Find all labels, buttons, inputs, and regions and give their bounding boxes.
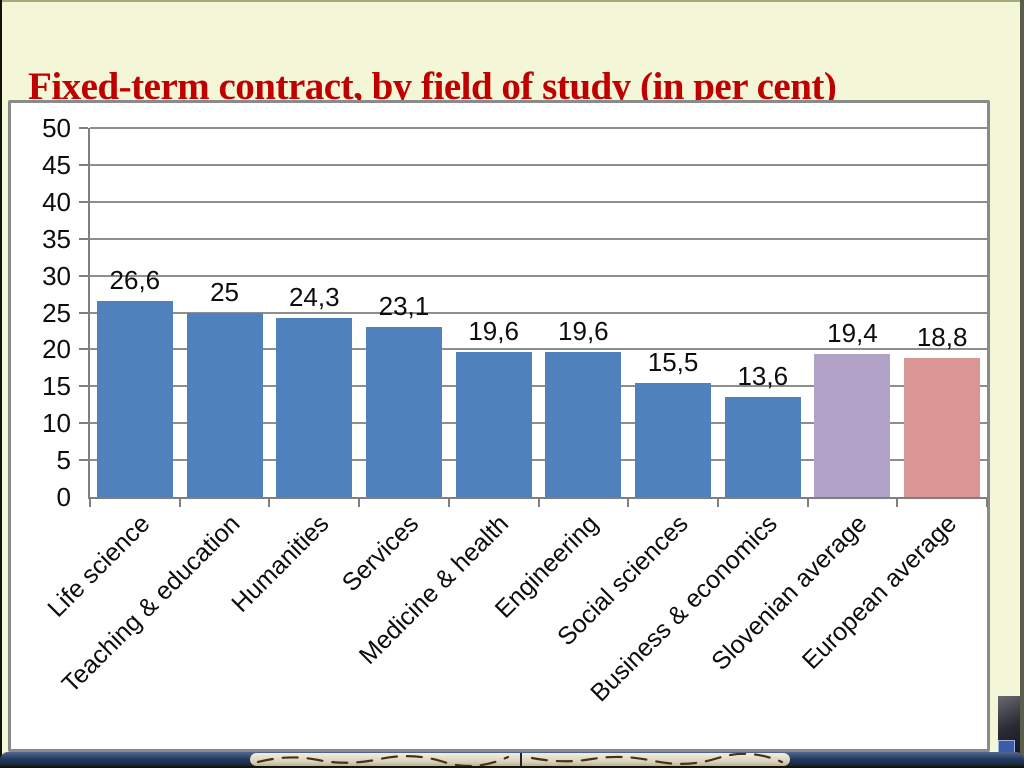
gridline bbox=[90, 274, 987, 277]
y-axis-tick-label: 45 bbox=[42, 149, 71, 180]
y-axis-tick bbox=[79, 311, 88, 314]
gridline bbox=[90, 163, 987, 166]
bar-chart-panel: 0 5 10 15 20 25 30 35 40 45 50 26,6 25 24,3 23,1 19,6 1… bbox=[8, 100, 990, 752]
y-axis-labels: 0 5 10 15 20 25 30 35 40 45 50 bbox=[15, 115, 71, 510]
bar-value-label: 18,8 bbox=[916, 322, 968, 353]
bar bbox=[904, 358, 981, 497]
template-ornament-band bbox=[250, 753, 790, 766]
bar-value-label: 23,1 bbox=[378, 290, 430, 321]
x-axis-category-label: European average bbox=[797, 509, 963, 675]
x-axis-tick bbox=[447, 499, 450, 507]
bar bbox=[365, 326, 442, 497]
x-axis-tick bbox=[896, 499, 899, 507]
template-bottom-bar bbox=[0, 752, 1024, 768]
y-axis-tick bbox=[79, 127, 88, 129]
bar-value-label: 15,5 bbox=[647, 346, 699, 377]
y-axis-tick-label: 30 bbox=[42, 260, 71, 291]
bar-value-label: 25 bbox=[210, 276, 240, 307]
ornament-swirl-icon bbox=[530, 753, 784, 765]
x-axis-tick bbox=[268, 499, 271, 507]
x-axis-tick bbox=[537, 499, 540, 507]
gridline bbox=[90, 422, 987, 425]
y-axis-tick bbox=[79, 422, 88, 425]
y-axis-tick-label: 15 bbox=[42, 371, 71, 402]
x-axis-category-label: Slovenian average bbox=[706, 509, 873, 676]
bar-value-label: 19,6 bbox=[468, 316, 519, 347]
y-axis-tick bbox=[79, 200, 88, 203]
y-axis-tick bbox=[79, 274, 88, 277]
bar bbox=[545, 352, 622, 497]
bar bbox=[186, 312, 263, 497]
bar-value-label: 26,6 bbox=[109, 264, 161, 295]
ornament-divider bbox=[520, 753, 522, 766]
bar bbox=[814, 353, 891, 497]
x-axis-tick bbox=[89, 499, 91, 507]
bar bbox=[635, 382, 712, 497]
y-axis-tick bbox=[79, 385, 88, 388]
bar-value-label: 24,3 bbox=[288, 281, 340, 312]
x-axis-tick bbox=[986, 499, 988, 507]
bar bbox=[724, 396, 801, 497]
y-axis-tick bbox=[79, 348, 88, 351]
y-axis-tick-label: 25 bbox=[42, 297, 71, 328]
slide-left-edge bbox=[0, 0, 2, 768]
slide-right-edge bbox=[1020, 0, 1024, 768]
template-bottom-line bbox=[0, 766, 1024, 768]
y-axis-tick-label: 40 bbox=[42, 186, 71, 217]
x-axis-labels: Life science Teaching & education Humaniti… bbox=[42, 509, 985, 746]
y-axis-tick-label: 35 bbox=[42, 223, 71, 254]
bar bbox=[455, 352, 532, 497]
x-axis-tick bbox=[806, 499, 809, 507]
y-axis-tick-label: 5 bbox=[56, 445, 71, 476]
gridline bbox=[90, 459, 987, 462]
bar-value-label: 13,6 bbox=[737, 360, 789, 391]
slide-top-edge bbox=[0, 0, 1024, 2]
gridline bbox=[90, 127, 987, 129]
bar-value-label: 19,6 bbox=[558, 316, 609, 347]
gridline bbox=[90, 311, 987, 314]
y-axis-tick-label: 20 bbox=[42, 334, 71, 365]
gridline bbox=[90, 200, 987, 203]
gridline bbox=[90, 237, 987, 240]
x-axis-tick bbox=[627, 499, 630, 507]
x-axis-tick bbox=[358, 499, 361, 507]
gridline bbox=[90, 385, 987, 388]
x-axis-category-label: Services bbox=[336, 509, 425, 598]
y-axis-tick-label: 50 bbox=[42, 113, 71, 143]
x-axis-tick bbox=[716, 499, 719, 507]
x-axis-category-label: Teaching & education bbox=[56, 509, 245, 699]
y-axis-tick bbox=[79, 459, 88, 462]
bar bbox=[276, 317, 353, 497]
x-axis-tick bbox=[178, 499, 181, 507]
bar-value-label: 19,4 bbox=[827, 317, 878, 348]
ornament-swirl-icon bbox=[256, 755, 510, 766]
gridline bbox=[90, 348, 987, 351]
y-axis-tick-label: 0 bbox=[56, 482, 71, 512]
plot-area: 26,6 25 24,3 23,1 19,6 19,6 15,5 13,6 19,4 18,8 bbox=[79, 127, 988, 507]
bar bbox=[96, 300, 173, 497]
y-axis-tick bbox=[79, 163, 88, 166]
y-axis-tick-label: 10 bbox=[42, 408, 71, 439]
y-axis-tick bbox=[79, 237, 88, 240]
